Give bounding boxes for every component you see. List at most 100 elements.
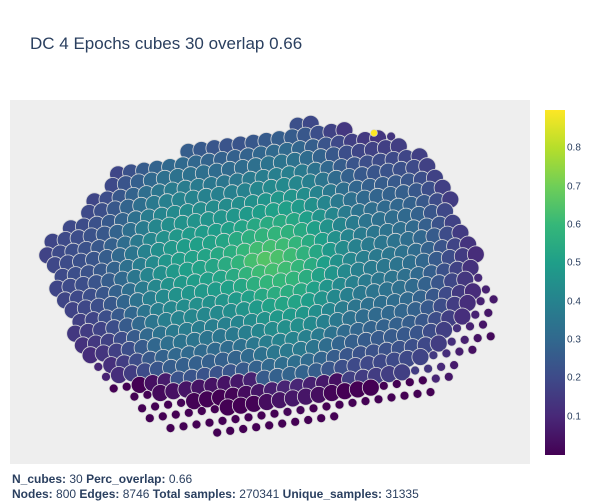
colorbar-tick: 0.7 (567, 181, 581, 193)
graph-node[interactable] (225, 425, 236, 436)
graph-node[interactable] (470, 309, 481, 320)
graph-node[interactable] (191, 419, 202, 430)
graph-node[interactable] (473, 272, 484, 283)
graph-node[interactable] (443, 371, 454, 382)
chart-title: DC 4 Epochs cubes 30 overlap 0.66 (30, 34, 303, 53)
graph-node[interactable] (230, 414, 241, 425)
graph-node[interactable] (321, 401, 332, 412)
graph-node[interactable] (256, 410, 267, 421)
graph-node[interactable] (425, 387, 436, 398)
perc-overlap-value: 0.66 (168, 472, 193, 486)
graph-node[interactable] (308, 403, 319, 414)
graph-node[interactable] (472, 333, 483, 344)
graph-node[interactable] (459, 334, 470, 345)
graph-node[interactable] (467, 344, 478, 355)
graph-node[interactable] (480, 284, 491, 295)
graph-node[interactable] (410, 365, 421, 376)
graph-node[interactable] (251, 422, 262, 433)
graph-node[interactable] (454, 346, 465, 357)
colorbar-tick: 0.8 (567, 142, 581, 154)
graph-node[interactable] (196, 406, 207, 416)
graph-node[interactable] (334, 399, 345, 410)
graph-node[interactable] (176, 397, 187, 408)
graph-node[interactable] (488, 294, 499, 305)
graph-node[interactable] (277, 418, 288, 429)
graph-node[interactable] (378, 380, 389, 391)
graph-node[interactable] (101, 371, 111, 382)
graph-node[interactable] (411, 348, 430, 366)
colorbar-ticks: 0.1 0.2 0.3 0.4 0.5 0.6 0.7 0.8 (567, 110, 597, 455)
graph-node[interactable] (361, 378, 380, 397)
graph-node[interactable] (269, 408, 280, 419)
graph-node[interactable] (142, 389, 153, 400)
graph-node[interactable] (428, 350, 439, 361)
graph-node[interactable] (452, 323, 462, 334)
perc-overlap-label: Perc_overlap: (86, 472, 166, 486)
colorbar-tick: 0.3 (567, 334, 581, 346)
graph-node[interactable] (399, 390, 410, 401)
graph-node[interactable] (282, 406, 293, 417)
graph-node[interactable] (264, 420, 275, 431)
graph-node[interactable] (183, 407, 194, 418)
graph-node[interactable] (238, 424, 249, 434)
graph-node[interactable] (485, 331, 496, 342)
edges-value: 8746 (122, 487, 150, 501)
footer-line-1: N_cubes: 30 Perc_overlap: 0.66 (12, 472, 192, 486)
graph-node[interactable] (163, 399, 174, 410)
graph-node[interactable] (430, 373, 441, 384)
graph-node[interactable] (212, 427, 223, 438)
graph-node[interactable] (441, 348, 452, 359)
graph-node[interactable] (449, 360, 460, 371)
graph-node[interactable] (295, 405, 306, 416)
graph-node[interactable] (446, 336, 457, 347)
graph-node[interactable] (217, 415, 228, 426)
nodes-label: Nodes: (12, 487, 53, 501)
graph-node[interactable] (108, 383, 119, 394)
colorbar-tick: 0.1 (567, 411, 581, 423)
graph-node[interactable] (170, 409, 181, 420)
graph-node[interactable] (404, 377, 415, 388)
edges-label: Edges: (79, 487, 120, 501)
graph-node[interactable] (243, 412, 254, 423)
graph-node[interactable] (165, 423, 176, 434)
unique-samples-value: 31335 (385, 487, 419, 501)
total-samples-value: 270341 (239, 487, 280, 501)
graph-node[interactable] (137, 403, 148, 414)
colorbar-tick: 0.2 (567, 372, 581, 384)
colorbar (545, 110, 565, 455)
graph-node[interactable] (347, 397, 358, 408)
graph-node[interactable] (412, 388, 423, 399)
plot-area[interactable] (10, 100, 530, 464)
graph-node[interactable] (329, 411, 340, 422)
graph-node[interactable] (144, 413, 155, 424)
total-samples-label: Total samples: (152, 487, 236, 501)
graph-node[interactable] (465, 321, 475, 332)
colorbar-tick: 0.6 (567, 219, 581, 231)
graph-node[interactable] (475, 296, 486, 307)
graph-node[interactable] (373, 394, 384, 405)
mapper-graph[interactable] (10, 100, 530, 464)
colorbar-tick: 0.4 (567, 296, 581, 308)
footer-line-2: Nodes: 800 Edges: 8746 Total samples: 27… (12, 487, 419, 501)
graph-node[interactable] (386, 131, 397, 142)
graph-node[interactable] (386, 392, 397, 403)
graph-node[interactable] (121, 381, 132, 392)
graph-node[interactable] (303, 415, 314, 425)
graph-node[interactable] (391, 379, 402, 389)
graph-node[interactable] (370, 129, 378, 137)
graph-node[interactable] (483, 307, 494, 318)
graph-node[interactable] (423, 363, 434, 374)
graph-node[interactable] (129, 391, 140, 402)
graph-node[interactable] (178, 421, 189, 432)
graph-node[interactable] (209, 404, 220, 415)
graph-node[interactable] (157, 411, 168, 422)
graph-node[interactable] (93, 361, 104, 372)
graph-node[interactable] (316, 413, 327, 424)
graph-node[interactable] (417, 375, 428, 386)
graph-node[interactable] (290, 416, 301, 427)
graph-node[interactable] (360, 396, 371, 407)
graph-node[interactable] (436, 361, 447, 372)
graph-node[interactable] (150, 401, 161, 412)
graph-node[interactable] (204, 417, 215, 428)
graph-node[interactable] (478, 319, 488, 330)
